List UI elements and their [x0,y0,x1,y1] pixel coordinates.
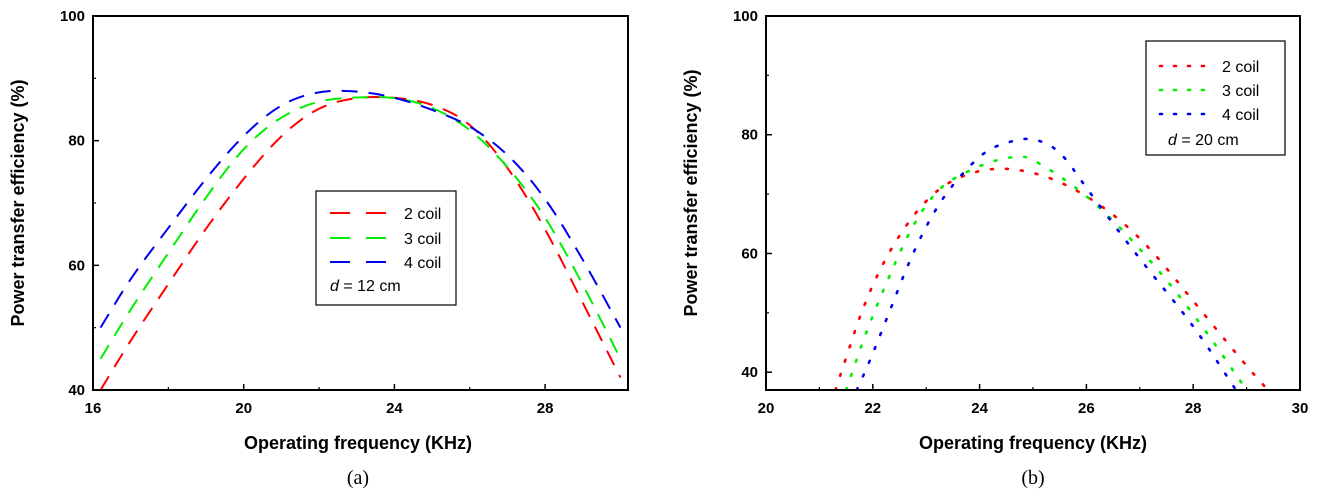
series-line-3-coil [844,155,1248,390]
plot-area-b: 20 22 24 26 28 30 40 60 80 100 2 coil 3 coil 4 coil d… [733,8,1308,417]
x-tick-label: 26 [1078,400,1095,417]
x-tick-label: 20 [235,400,252,417]
y-axis-label-b: Power transfer efficiency (%) [681,69,701,316]
chart-b: (b) Operating frequency (KHz) Power tran… [681,8,1308,489]
legend-label: 3 coil [1222,83,1259,100]
y-tick-label: 80 [741,127,758,144]
x-tick-label: 28 [1185,400,1202,417]
x-axis-label-a: Operating frequency (KHz) [244,433,472,453]
chart-a: (a) Operating frequency (KHz) Power tran… [8,8,629,489]
caption-b: (b) [1021,467,1044,489]
legend-label: 3 coil [404,231,441,248]
legend-distance-note: d = 12 cm [330,278,401,295]
x-tick-label: 24 [971,400,988,417]
x-tick-label: 22 [864,400,881,417]
y-tick-label: 100 [60,8,85,25]
series-line-4-coil [99,89,622,329]
series-line-2-coil [834,167,1270,390]
legend-box [1145,40,1286,156]
legend-label: 2 coil [404,206,441,223]
x-tick-label: 24 [386,400,403,417]
y-tick-label: 100 [733,8,758,25]
legend-box [315,190,457,306]
legend-label: 2 coil [1222,59,1259,76]
y-axis-label-a: Power transfer efficiency (%) [8,79,28,326]
caption-a: (a) [347,467,369,489]
x-tick-label: 16 [85,400,102,417]
series-line-3-coil [99,96,622,360]
legend: 2 coil 3 coil 4 coil d = 20 cm [1145,40,1286,156]
x-tick-label: 30 [1292,400,1309,417]
y-tick-label: 40 [741,364,758,381]
legend-label: 4 coil [404,255,441,272]
y-tick-label: 60 [741,245,758,262]
x-tick-label: 28 [537,400,554,417]
series-line-2-coil [99,96,622,390]
series-line-4-coil [855,137,1238,390]
y-tick-label: 80 [68,133,85,150]
legend-distance-note: d = 20 cm [1168,132,1239,149]
x-axis-label-b: Operating frequency (KHz) [919,433,1147,453]
legend-label: 4 coil [1222,107,1259,124]
y-tick-label: 60 [68,257,85,274]
y-tick-label: 40 [68,382,85,399]
x-tick-label: 20 [758,400,775,417]
